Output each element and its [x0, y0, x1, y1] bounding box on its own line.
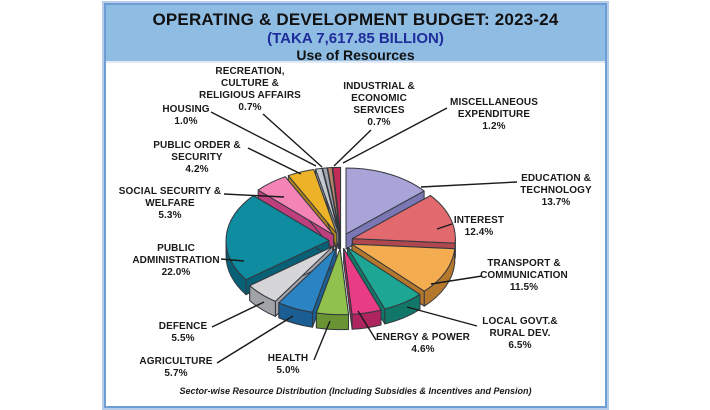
pie-slice-top — [351, 195, 456, 244]
pie-slice-top — [278, 247, 337, 313]
pie-slice-top — [315, 248, 349, 316]
pie-slice-top — [249, 246, 334, 302]
pie-slice-top — [347, 246, 421, 310]
slice-label: AGRICULTURE 5.7% — [139, 356, 213, 379]
pie-slice-top — [315, 167, 340, 234]
leader-line — [357, 310, 377, 341]
pie-slice-top — [322, 167, 340, 234]
slice-label: SOCIAL SECURITY & WELFARE 5.3% — [118, 186, 222, 221]
pie-slice-top — [343, 247, 382, 315]
leader-line — [247, 147, 302, 175]
leader-line — [333, 129, 372, 167]
pie-slice-top — [225, 195, 330, 281]
slice-label: INDUSTRIAL & ECONOMIC SERVICES 0.7% — [343, 81, 415, 128]
slice-label: EDUCATION & TECHNOLOGY 13.7% — [520, 173, 592, 208]
leader-line — [420, 181, 518, 188]
slice-label: ENERGY & POWER 4.6% — [375, 332, 471, 355]
leader-line — [223, 193, 285, 198]
slice-label: LOCAL GOVT.& RURAL DEV. 6.5% — [482, 316, 558, 351]
leader-line — [216, 315, 294, 364]
chart-tagline: Use of Resources — [296, 47, 415, 63]
leader-line — [430, 275, 483, 285]
chart-header: OPERATING & DEVELOPMENT BUDGET: 2023-24 … — [106, 5, 605, 63]
pie-slice-top — [351, 243, 456, 292]
leader-line — [406, 306, 478, 327]
pie-slice-rim — [315, 312, 349, 331]
pie-slice-top — [345, 167, 425, 235]
slice-label: PUBLIC ADMINISTRATION 22.0% — [132, 243, 220, 278]
slice-label: INTEREST 12.4% — [453, 215, 505, 238]
chart-card: OPERATING & DEVELOPMENT BUDGET: 2023-24 … — [102, 1, 609, 410]
slice-label: HEALTH 5.0% — [267, 353, 309, 376]
chart-title: OPERATING & DEVELOPMENT BUDGET: 2023-24 — [152, 10, 559, 29]
pie-slice-top — [332, 166, 342, 234]
pie-slice-top — [287, 168, 338, 235]
leader-line — [211, 301, 265, 328]
slice-label: RECREATION, CULTURE & RELIGIOUS AFFAIRS … — [199, 66, 301, 113]
chart-caption: Sector-wise Resource Distribution (Inclu… — [179, 386, 532, 396]
slice-label: HOUSING 1.0% — [162, 104, 210, 127]
slice-label: MISCELLANEOUS EXPENDITURE 1.2% — [450, 97, 538, 132]
slice-label: DEFENCE 5.5% — [158, 321, 208, 344]
leader-line — [436, 223, 453, 230]
pie-slice-top — [327, 167, 341, 234]
leader-line — [342, 107, 448, 164]
slice-label: PUBLIC ORDER & SECURITY 4.2% — [153, 140, 241, 175]
slice-label: TRANSPORT & COMMUNICATION 11.5% — [480, 258, 568, 293]
chart-subtitle: (TAKA 7,617.85 BILLION) — [267, 30, 444, 47]
leader-line — [262, 113, 323, 168]
leader-line — [313, 320, 331, 361]
pie-slice-top — [257, 176, 335, 236]
leader-line — [220, 258, 245, 262]
leader-line — [210, 111, 317, 167]
